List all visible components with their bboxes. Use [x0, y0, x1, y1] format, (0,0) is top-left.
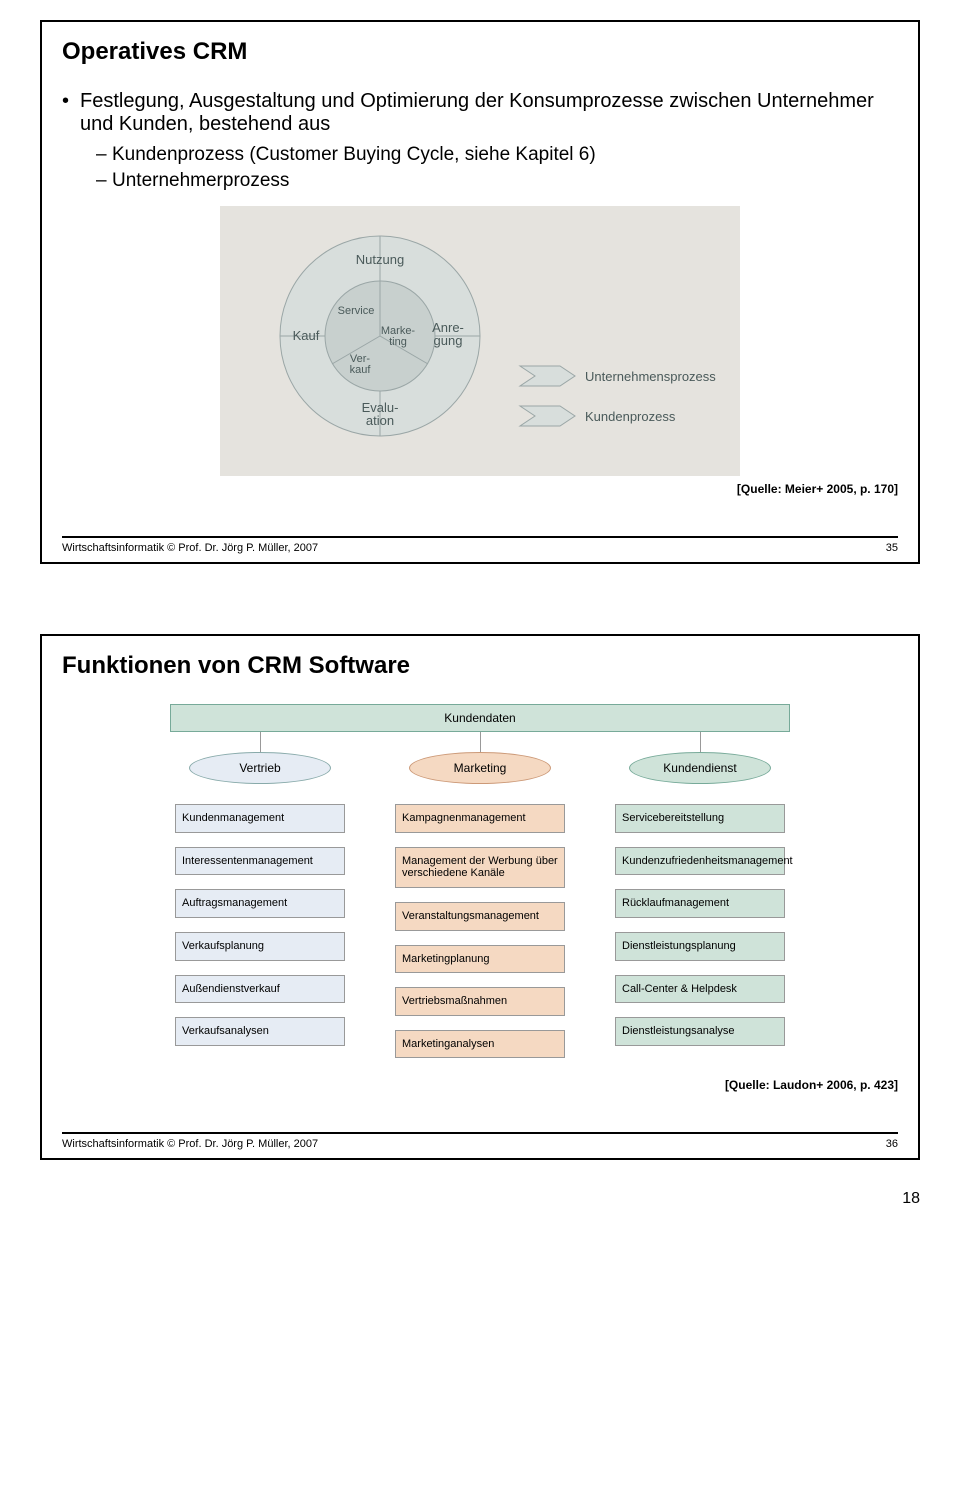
box-text: Außendienstverkauf — [182, 983, 280, 995]
box-text: Rücklaufmanagement — [622, 897, 729, 909]
box-text: Kundenzufriedenheitsmanagement — [622, 855, 793, 867]
cycle-label-kauf: Kauf — [293, 328, 320, 343]
col-marketing: Marketing Kampagnenmanagement Management… — [390, 752, 570, 1072]
box-text: Servicebereitstellung — [622, 812, 724, 824]
slide1-bullet-sub1: Kundenprozess (Customer Buying Cycle, si… — [62, 144, 898, 166]
box-marketingplanung: Marketingplanung — [395, 945, 565, 974]
slide1-footer-left: Wirtschaftsinformatik © Prof. Dr. Jörg P… — [62, 542, 318, 554]
col-header-kundendienst: Kundendienst — [629, 752, 771, 784]
arrow-label-kunden: Kundenprozess — [585, 409, 676, 424]
slide-1: Operatives CRM Festlegung, Ausgestaltung… — [40, 20, 920, 564]
box-text: Marketinganalysen — [402, 1038, 494, 1050]
cycle-label-verkauf: Ver-kauf — [350, 353, 372, 376]
box-werbung-kanaele: Management der Werbung über verschiedene… — [395, 847, 565, 888]
slide2-title: Funktionen von CRM Software — [62, 652, 898, 680]
slide-2: Funktionen von CRM Software Kundendaten … — [40, 634, 920, 1160]
slide2-footer: Wirtschaftsinformatik © Prof. Dr. Jörg P… — [62, 1132, 898, 1150]
slide1-bullet-main: Festlegung, Ausgestaltung und Optimierun… — [62, 90, 898, 136]
box-text: Interessentenmanagement — [182, 855, 313, 867]
box-text: Dienstleistungsanalyse — [622, 1025, 735, 1037]
cycle-diagram: Nutzung Anre-gung Evalu-ation Kauf Servi… — [220, 206, 740, 476]
col-vertrieb: Vertrieb Kundenmanagement Interessentenm… — [170, 752, 350, 1072]
cycle-label-service: Service — [338, 305, 375, 317]
slide2-source: [Quelle: Laudon+ 2006, p. 423] — [62, 1078, 898, 1092]
box-dienstleistungsplanung: Dienstleistungsplanung — [615, 932, 785, 961]
slide1-footer-right: 35 — [886, 542, 898, 554]
box-servicebereitstellung: Servicebereitstellung — [615, 804, 785, 833]
box-text: Veranstaltungsmanagement — [402, 910, 539, 922]
box-text: Auftragsmanagement — [182, 897, 287, 909]
box-text: Verkaufsplanung — [182, 940, 264, 952]
box-text: Marketingplanung — [402, 953, 489, 965]
box-text: Call-Center & Helpdesk — [622, 983, 737, 995]
page-number: 18 — [0, 1190, 920, 1208]
box-kundenmanagement: Kundenmanagement — [175, 804, 345, 833]
box-ruecklaufmanagement: Rücklaufmanagement — [615, 889, 785, 918]
slide1-footer: Wirtschaftsinformatik © Prof. Dr. Jörg P… — [62, 536, 898, 554]
col-header-marketing: Marketing — [409, 752, 551, 784]
box-verkaufsanalysen: Verkaufsanalysen — [175, 1017, 345, 1046]
slide1-source: [Quelle: Meier+ 2005, p. 170] — [62, 482, 898, 496]
cycle-label-anregung: Anre-gung — [432, 320, 464, 348]
slide2-footer-left: Wirtschaftsinformatik © Prof. Dr. Jörg P… — [62, 1138, 318, 1150]
connectors — [170, 732, 790, 752]
box-callcenter-helpdesk: Call-Center & Helpdesk — [615, 975, 785, 1004]
box-text: Dienstleistungsplanung — [622, 940, 736, 952]
cycle-svg: Nutzung Anre-gung Evalu-ation Kauf Servi… — [220, 206, 740, 476]
box-vertriebsmassnahmen: Vertriebsmaßnahmen — [395, 987, 565, 1016]
box-veranstaltungsmgmt: Veranstaltungsmanagement — [395, 902, 565, 931]
crm-functions-diagram: Kundendaten Vertrieb Kundenmanagement In… — [170, 704, 790, 1072]
slide1-bullet-sub2: Unternehmerprozess — [62, 170, 898, 192]
box-text: Verkaufsanalysen — [182, 1025, 269, 1037]
root-box: Kundendaten — [170, 704, 790, 732]
col-kundendienst: Kundendienst Servicebereitstellung Kunde… — [610, 752, 790, 1072]
box-interessentenmanagement: Interessentenmanagement — [175, 847, 345, 876]
box-verkaufsplanung: Verkaufsplanung — [175, 932, 345, 961]
columns: Vertrieb Kundenmanagement Interessentenm… — [170, 752, 790, 1072]
arrow-label-unternehmen: Unternehmensprozess — [585, 369, 716, 384]
box-text: Vertriebsmaßnahmen — [402, 995, 507, 1007]
box-kundenzufriedenheit: Kundenzufriedenheitsmanagement — [615, 847, 785, 876]
box-text: Kundenmanagement — [182, 812, 284, 824]
box-auftragsmanagement: Auftragsmanagement — [175, 889, 345, 918]
box-aussendienstverkauf: Außendienstverkauf — [175, 975, 345, 1004]
box-dienstleistungsanalyse: Dienstleistungsanalyse — [615, 1017, 785, 1046]
cycle-label-nutzung: Nutzung — [356, 252, 404, 267]
cycle-label-evaluation: Evalu-ation — [362, 400, 399, 428]
box-text: Kampagnenmanagement — [402, 812, 526, 824]
box-text: Management der Werbung über verschiedene… — [402, 855, 558, 880]
slide1-title: Operatives CRM — [62, 38, 898, 66]
slide2-footer-right: 36 — [886, 1138, 898, 1150]
col-header-vertrieb: Vertrieb — [189, 752, 331, 784]
box-marketinganalysen: Marketinganalysen — [395, 1030, 565, 1059]
box-kampagnenmanagement: Kampagnenmanagement — [395, 804, 565, 833]
